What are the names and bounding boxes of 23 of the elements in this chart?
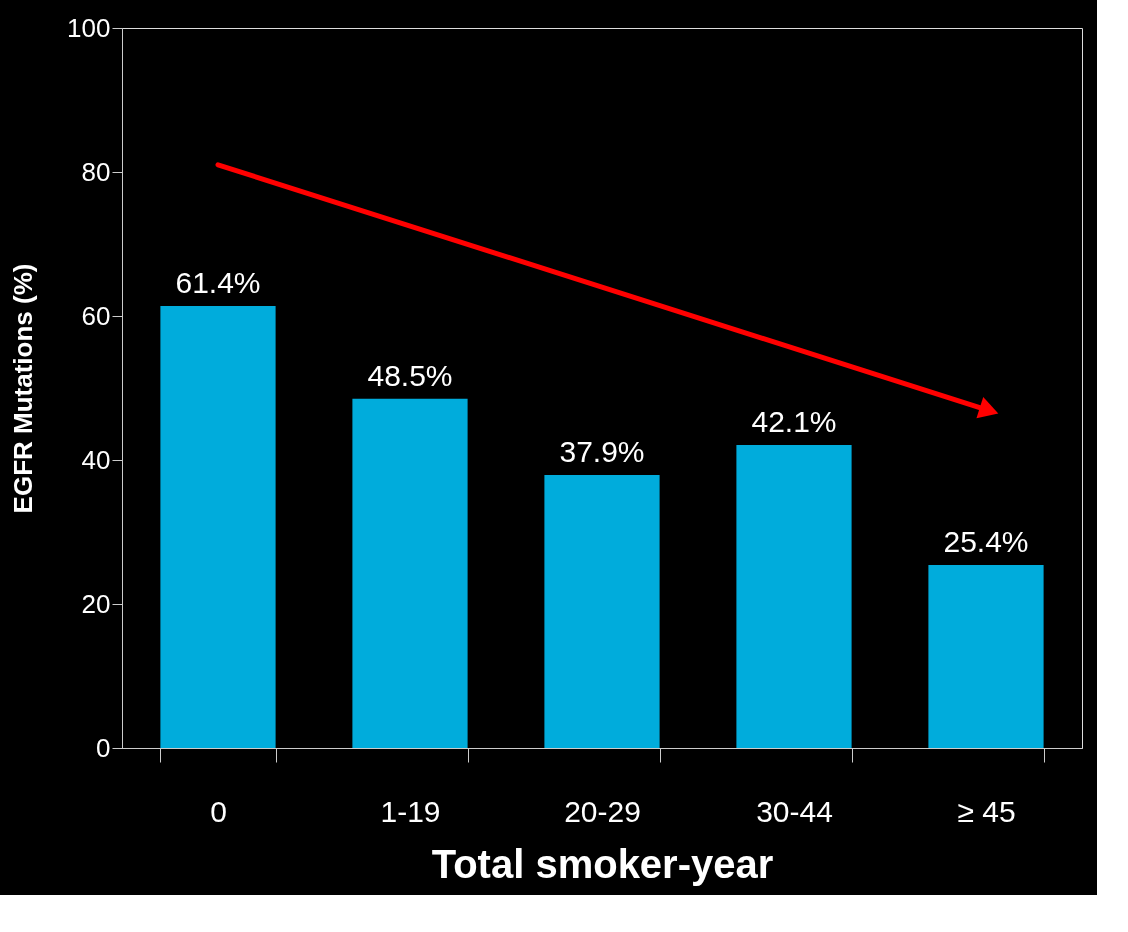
x-tick-label: 30-44 xyxy=(756,794,833,828)
x-tick-label: 20-29 xyxy=(564,794,641,828)
bar xyxy=(160,305,276,748)
x-tick-label: 0 xyxy=(210,794,227,828)
y-tick-label: 80 xyxy=(81,156,111,187)
data-label: 48.5% xyxy=(367,358,453,392)
bar xyxy=(928,565,1044,748)
y-tick-label: 60 xyxy=(81,300,111,331)
x-tick-label: 1-19 xyxy=(380,794,441,828)
y-tick-label: 100 xyxy=(67,12,111,43)
x-tick-label: ≥ 45 xyxy=(957,794,1016,828)
y-tick-label: 20 xyxy=(81,588,111,619)
y-tick-label: 40 xyxy=(81,444,111,475)
y-tick-label: 0 xyxy=(96,732,111,763)
data-label: 25.4% xyxy=(943,525,1029,559)
data-label: 37.9% xyxy=(559,435,645,469)
data-label: 61.4% xyxy=(175,265,261,299)
bar xyxy=(544,475,660,748)
data-label: 42.1% xyxy=(751,404,837,438)
y-axis-title: EGFR Mutations (%) xyxy=(8,263,39,514)
x-axis-title: Total smoker-year xyxy=(431,841,774,886)
bar xyxy=(352,398,468,748)
bar xyxy=(736,444,852,748)
